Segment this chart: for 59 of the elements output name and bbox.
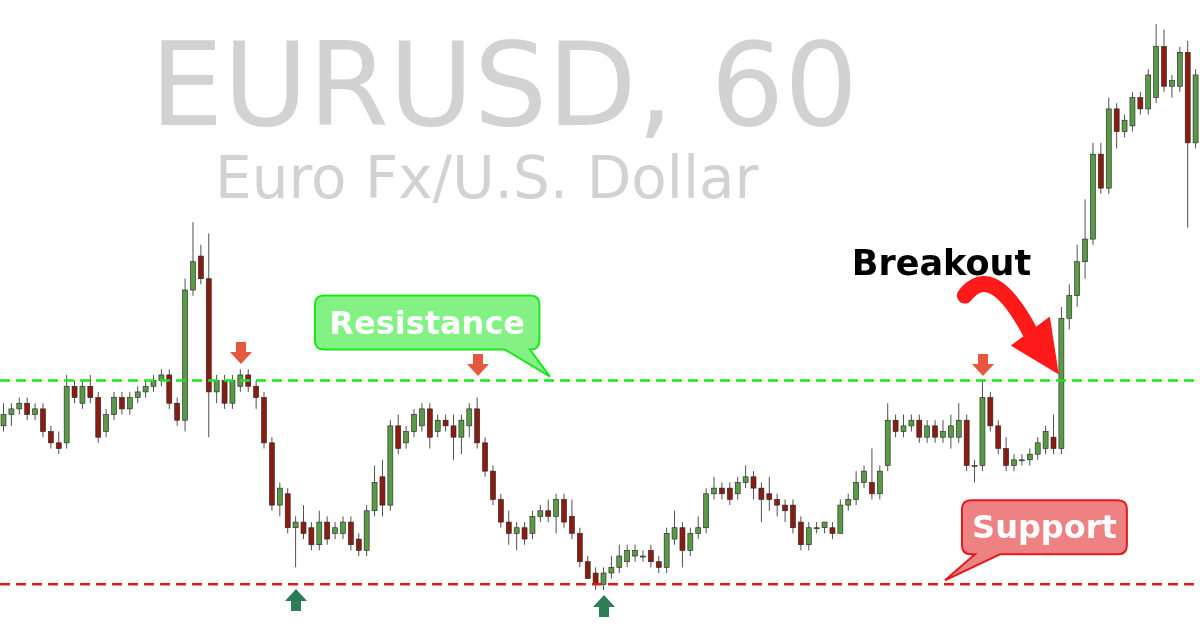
candlestick (340, 515, 346, 540)
candlestick (719, 481, 725, 500)
candlestick (1019, 453, 1025, 466)
candlestick (940, 419, 946, 444)
candlestick (111, 391, 117, 421)
candlestick (782, 498, 788, 523)
candlestick (853, 470, 859, 506)
candlestick (798, 515, 804, 551)
candlestick (40, 402, 46, 438)
candlestick (198, 244, 204, 285)
candlestick (955, 402, 962, 444)
candlestick (48, 425, 54, 449)
candlestick (1011, 453, 1017, 472)
candlestick (727, 481, 733, 506)
candlestick (355, 532, 362, 557)
candlestick (869, 448, 875, 500)
candlestick (711, 476, 717, 500)
candlestick (411, 408, 417, 438)
candlestick (1003, 436, 1009, 472)
candlestick (324, 515, 330, 546)
candlestick (545, 498, 552, 523)
annotation: Breakout (851, 242, 1032, 283)
candlestick (861, 464, 867, 489)
candlestick (55, 431, 62, 455)
candlestick (1169, 74, 1175, 99)
candlestick (640, 549, 646, 563)
candlestick (332, 521, 338, 540)
candlestick (395, 414, 402, 455)
ref-line-label: Resistance (329, 303, 526, 342)
candlestick (505, 510, 512, 546)
candlestick (253, 380, 259, 410)
candlestick (561, 493, 567, 529)
candlestick (174, 397, 180, 427)
candlestick (569, 498, 575, 540)
candlestick (932, 419, 938, 444)
candlestick (32, 402, 38, 421)
candlestick (924, 419, 930, 444)
candlestick (948, 414, 954, 449)
candlestick (695, 515, 702, 540)
candlestick (774, 493, 780, 517)
candlestick (103, 408, 109, 438)
candlestick (119, 391, 125, 416)
candlestick (1082, 198, 1088, 280)
ref-line-label: Support (972, 508, 1117, 547)
candlestick (498, 493, 504, 529)
candlestick (995, 419, 1002, 455)
candlestick (790, 498, 796, 534)
candlestick (403, 425, 409, 449)
candlestick (632, 544, 638, 563)
candlestick (553, 493, 559, 534)
candlestick (805, 521, 812, 551)
candlestick (648, 544, 654, 568)
candlestick (127, 391, 133, 416)
candlestick (877, 464, 883, 500)
candlestick (24, 397, 30, 421)
candlestick (277, 481, 283, 517)
candlestick (348, 515, 354, 551)
candlestick (624, 544, 630, 568)
candlestick (419, 402, 425, 433)
